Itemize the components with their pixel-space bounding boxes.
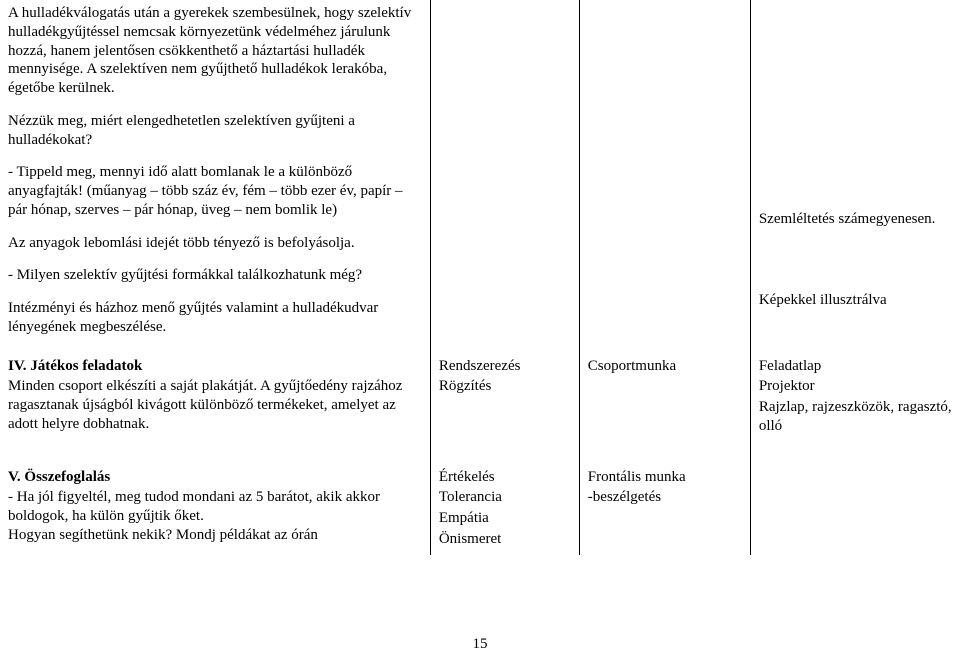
r3c1-body: - Ha jól figyeltél, meg tudod mondani az… [8,488,422,544]
r3c2-l4: Önismeret [439,530,571,549]
r2c1-body: Minden csoport elkészíti a saját plakátj… [8,377,422,433]
r2c2-l2: Rögzítés [439,377,571,396]
page-number: 15 [0,636,960,653]
r3c2-l1: Értékelés [439,468,571,487]
lesson-plan-table: A hulladékválogatás után a gyerekek szem… [0,0,960,555]
r1c1-para3: - Tippeld meg, mennyi idő alatt bomlanak… [8,163,422,219]
r1c1-para6: Intézményi és házhoz menő gyűjtés valami… [8,299,422,337]
r1c4-line2: Képekkel illusztrálva [759,291,952,310]
table-row: A hulladékválogatás után a gyerekek szem… [0,0,960,343]
r3c1-title: V. Összefoglalás [8,469,110,485]
cell-r1c1: A hulladékválogatás után a gyerekek szem… [0,0,430,343]
r2c3-l1: Csoportmunka [588,357,742,376]
cell-r1c4: Szemléltetés számegyenesen. Képekkel ill… [750,0,960,343]
r3c2-l3: Empátia [439,509,571,528]
r2c4-l2: Projektor [759,377,952,396]
cell-r2c1: IV. Játékos feladatok Minden csoport elk… [0,343,430,454]
cell-r2c2: Rendszerezés Rögzítés [430,343,579,454]
r2c2-l1: Rendszerezés [439,357,571,376]
r2c1-title: IV. Játékos feladatok [8,358,142,374]
cell-r3c1: V. Összefoglalás - Ha jól figyeltél, meg… [0,454,430,555]
r3c2-l2: Tolerancia [439,488,571,507]
r2c4-l1: Feladatlap [759,357,952,376]
cell-r2c3: Csoportmunka [579,343,750,454]
table-row: V. Összefoglalás - Ha jól figyeltél, meg… [0,454,960,555]
r3c3-l2: -beszélgetés [588,488,742,507]
r1c4-line1: Szemléltetés számegyenesen. [759,210,952,229]
r3c3-l1: Frontális munka [588,468,742,487]
r1c1-para4: Az anyagok lebomlási idejét több tényező… [8,234,422,253]
r1c1-para5: - Milyen szelektív gyűjtési formákkal ta… [8,266,422,285]
cell-r1c2 [430,0,579,343]
r2c4-l3: Rajzlap, rajzeszközök, ragasztó, olló [759,398,952,436]
cell-r2c4: Feladatlap Projektor Rajzlap, rajzeszköz… [750,343,960,454]
cell-r1c3 [579,0,750,343]
cell-r3c3: Frontális munka -beszélgetés [579,454,750,555]
r1c1-para2: Nézzük meg, miért elengedhetetlen szelek… [8,112,422,150]
table-row: IV. Játékos feladatok Minden csoport elk… [0,343,960,454]
cell-r3c2: Értékelés Tolerancia Empátia Önismeret [430,454,579,555]
cell-r3c4 [750,454,960,555]
r1c1-para1: A hulladékválogatás után a gyerekek szem… [8,4,422,98]
